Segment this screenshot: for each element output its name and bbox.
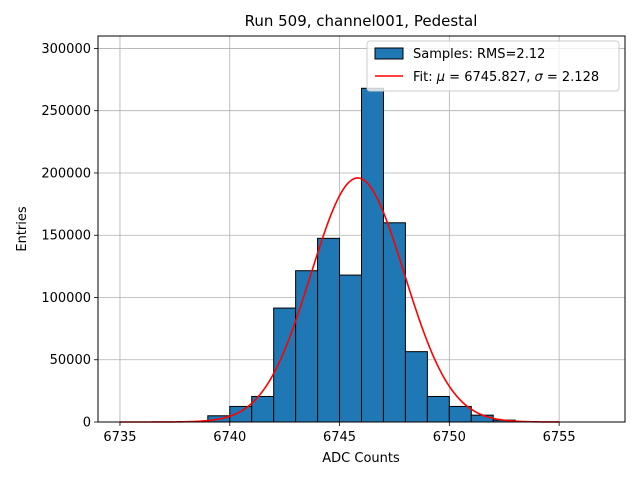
x-tick-label: 6740: [213, 430, 246, 445]
histogram-bar: [273, 307, 297, 423]
axis-ticks: 6735 6740 6745 6750 6755 0 50000 100000 150000 20…: [41, 42, 575, 445]
legend-frame: [366, 40, 620, 92]
y-tick-label: 100000: [41, 291, 91, 306]
x-tick-label: 6755: [543, 430, 576, 445]
x-tick-label: 6735: [103, 430, 136, 445]
histogram-bar: [426, 395, 450, 423]
histogram-bars: [207, 87, 516, 423]
y-axis-label: Entries: [15, 206, 30, 252]
x-tick-label: 6745: [323, 430, 356, 445]
y-tick-label: 250000: [41, 104, 91, 119]
x-axis-label: ADC Counts: [322, 451, 400, 466]
histogram-bar: [382, 222, 406, 423]
histogram-bar: [361, 87, 384, 423]
y-tick-label: 150000: [41, 229, 91, 244]
y-tick-label: 0: [83, 416, 91, 431]
histogram-bar: [339, 274, 362, 423]
chart-title: Run 509, channel001, Pedestal: [245, 12, 478, 30]
histogram-bar: [448, 405, 472, 423]
histogram-bar: [295, 270, 319, 423]
histogram-bar: [317, 237, 341, 423]
plot-frame: [97, 35, 626, 423]
legend-fit-label: Fit: μ = 6745.827, σ = 2.128: [413, 70, 599, 85]
x-tick-label: 6750: [433, 430, 466, 445]
histogram-bar: [404, 351, 428, 423]
y-tick-label: 50000: [50, 353, 91, 368]
histogram-bar: [470, 414, 494, 423]
y-tick-label: 300000: [41, 42, 91, 57]
y-tick-label: 200000: [41, 166, 91, 181]
legend: Samples: RMS=2.12 Fit: μ = 6745.827, σ =…: [366, 40, 620, 92]
legend-histogram-swatch: [374, 47, 404, 60]
legend-histogram-label: Samples: RMS=2.12: [413, 47, 545, 62]
